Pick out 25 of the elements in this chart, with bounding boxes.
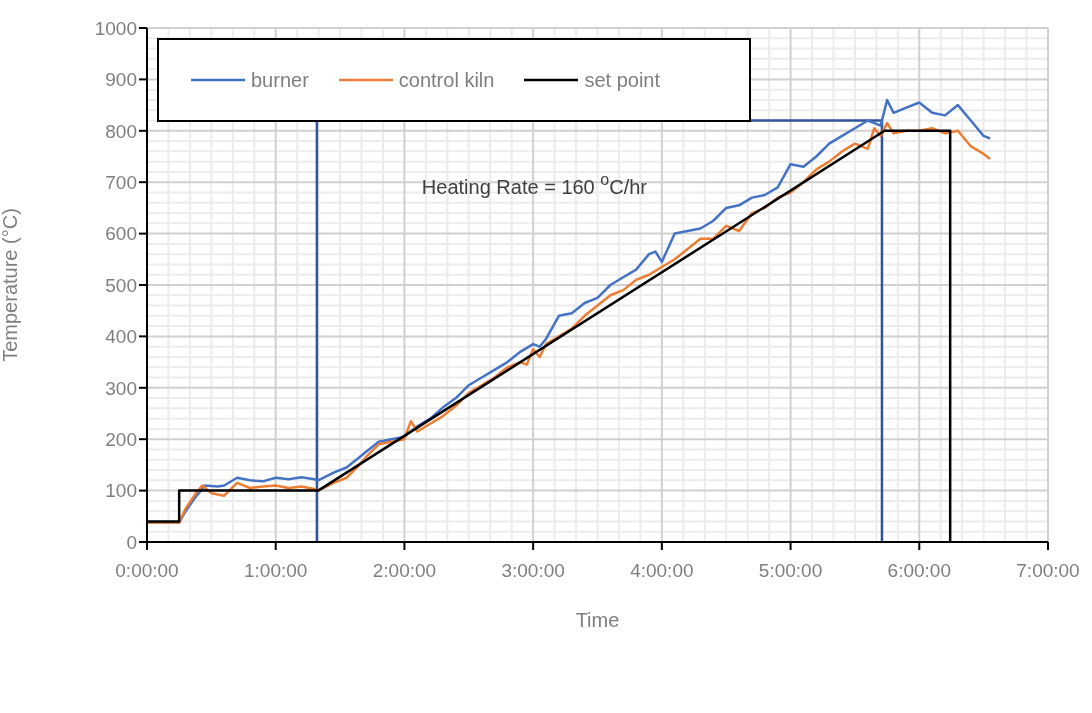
legend-label: set point xyxy=(584,68,661,92)
x-tick-label: 1:00:00 xyxy=(244,560,308,582)
annotation: Heating Rate = 160 $^{o}$C/hr xyxy=(421,171,648,199)
x-tick-label: 2:00:00 xyxy=(372,560,437,582)
y-axis-title: Temperature (°C) xyxy=(0,208,22,362)
y-tick-label: 100 xyxy=(105,480,137,502)
x-axis-title: Time xyxy=(575,609,620,631)
x-tick-label: 3:00:00 xyxy=(501,560,565,582)
x-tick-label: 4:00:00 xyxy=(630,560,694,582)
y-tick-label: 300 xyxy=(105,377,137,399)
x-tick-label: 6:00:00 xyxy=(887,560,951,582)
y-tick-label: 400 xyxy=(105,326,137,348)
y-tick-label: 0 xyxy=(126,531,137,553)
y-tick-label: 800 xyxy=(105,120,137,142)
y-tick-label: 1000 xyxy=(94,17,137,39)
y-tick-label: 200 xyxy=(105,428,137,450)
legend-label: burner xyxy=(251,68,309,92)
legend-label: control kiln xyxy=(398,68,495,92)
x-tick-label: 0:00:00 xyxy=(115,560,179,582)
x-tick-label: 5:00:00 xyxy=(758,560,823,582)
x-tick-label: 7:00:00 xyxy=(1016,560,1080,582)
y-tick-label: 900 xyxy=(105,69,137,91)
y-tick-label: 700 xyxy=(105,171,137,193)
y-tick-label: 600 xyxy=(105,223,137,245)
y-tick-label: 500 xyxy=(105,274,137,296)
